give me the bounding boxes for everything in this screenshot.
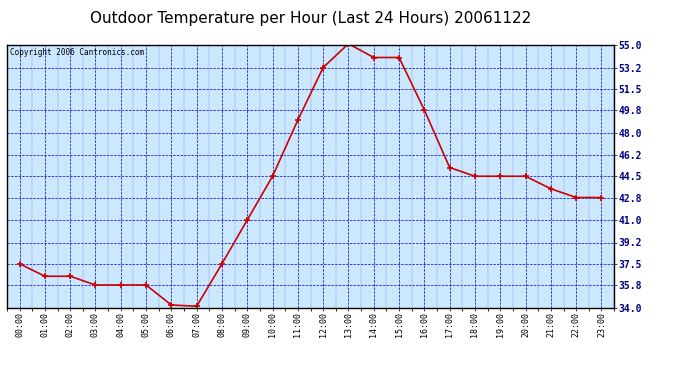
Text: Copyright 2006 Cantronics.com: Copyright 2006 Cantronics.com [10, 48, 144, 57]
Text: Outdoor Temperature per Hour (Last 24 Hours) 20061122: Outdoor Temperature per Hour (Last 24 Ho… [90, 11, 531, 26]
